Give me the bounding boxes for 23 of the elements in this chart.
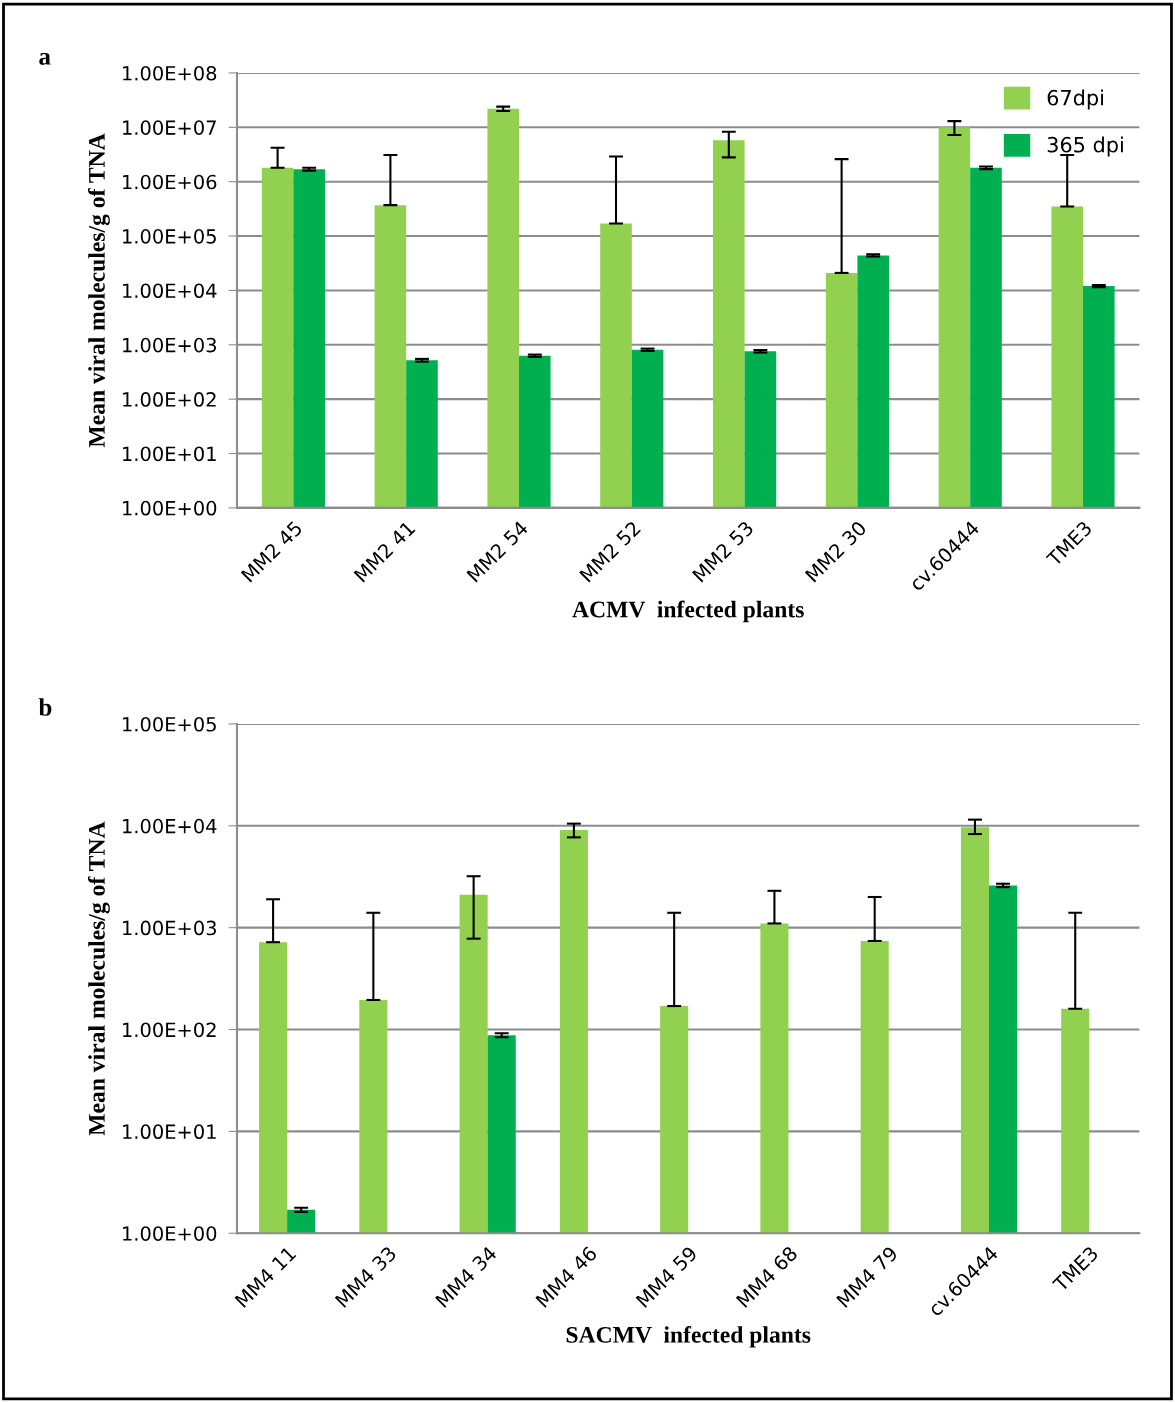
legend-label: 365 dpi — [1047, 136, 1123, 157]
chart-title: a — [39, 52, 51, 65]
y-tick-label: 1.00E+02 — [123, 1022, 216, 1038]
y-tick-label: 1.00E+07 — [123, 120, 216, 135]
y-tick-label: 1.00E+06 — [123, 174, 217, 190]
y-tick-label: 1.00E+08 — [123, 65, 217, 81]
y-tick-label: 1.00E+05 — [123, 229, 216, 244]
x-axis-title: ACMV infected plants — [572, 600, 804, 623]
y-tick-label: 1.00E+01 — [123, 1124, 216, 1140]
legend-label: 67dpi — [1047, 89, 1103, 110]
y-tick-label: 1.00E+04 — [123, 818, 217, 834]
y-tick-label: 1.00E+01 — [123, 446, 216, 462]
y-tick-label: 1.00E+02 — [123, 392, 216, 407]
y-tick-label: 1.00E+05 — [123, 716, 216, 732]
chart-title: b — [38, 698, 52, 716]
y-axis-title: Mean viral molecules/g of TNA — [87, 821, 110, 1136]
y-tick-label: 1.00E+03 — [123, 337, 216, 353]
y-axis-title: Mean viral molecules/g of TNA — [87, 133, 110, 448]
y-tick-label: 1.00E+00 — [123, 500, 217, 516]
y-tick-label: 1.00E+04 — [123, 283, 217, 299]
x-axis-title: SACMV infected plants — [566, 1325, 811, 1348]
y-tick-label: 1.00E+00 — [123, 1226, 217, 1241]
y-tick-label: 1.00E+03 — [123, 920, 216, 936]
